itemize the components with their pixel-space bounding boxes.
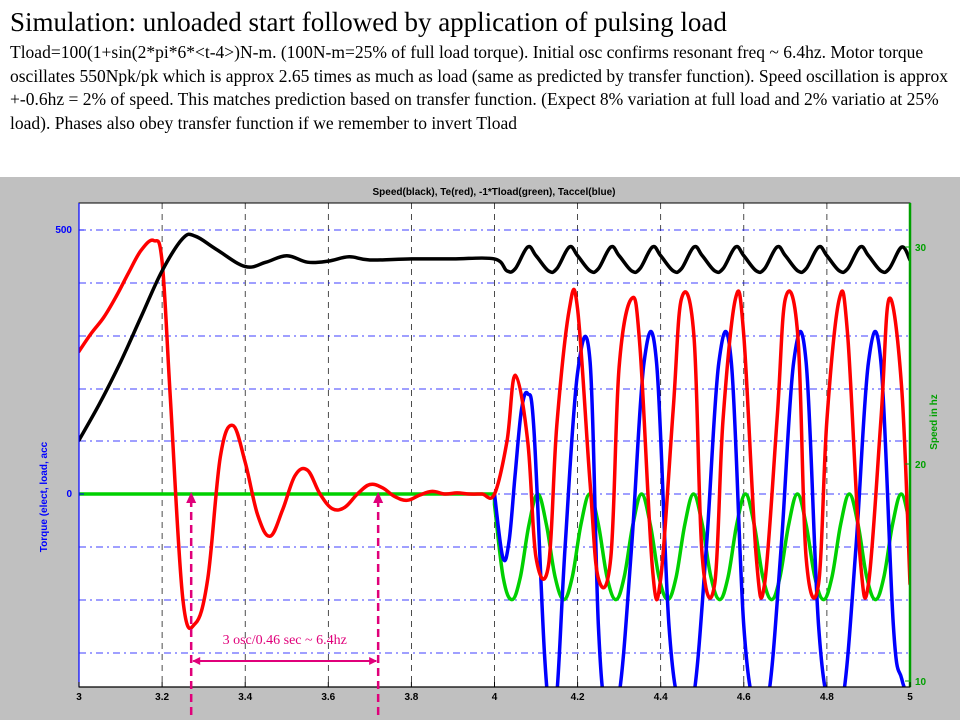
- annotation: 3 osc/0.46 sec ~ 6.4hz: [186, 492, 384, 720]
- left-tick-label: 0: [66, 489, 72, 500]
- annotation-arrowhead-end: [373, 492, 384, 503]
- series-speed-line: [79, 232, 910, 442]
- series-te-line: [79, 238, 910, 630]
- axes: 3 3.2 3.4 3.6 3.8 4 4.2 4.4 4.6 4.8 5 500 0 30 20 10: [55, 203, 927, 703]
- annotation-arrowhead-start: [186, 492, 197, 503]
- left-tick-label: 500: [55, 225, 72, 236]
- slide-title: Simulation: unloaded start followed by a…: [10, 7, 727, 37]
- x-tick-label: 5: [907, 692, 913, 703]
- plot-panel: 3 3.2 3.4 3.6 3.8 4 4.2 4.4 4.6 4.8 5 500 0 30 20 10 3 …: [0, 177, 960, 720]
- annotation-span-arrow-right: [369, 657, 378, 665]
- x-tick-label: 4.8: [820, 692, 834, 703]
- x-tick-label: 4.6: [737, 692, 751, 703]
- x-tick-label: 3.4: [238, 692, 252, 703]
- x-tick-label: 4: [492, 692, 498, 703]
- right-tick-label: 10: [915, 677, 927, 688]
- y-axis-label-right: Speed in hz: [929, 394, 940, 450]
- annotation-label: 3 osc/0.46 sec ~ 6.4hz: [223, 633, 347, 648]
- annotation-span-arrow-left: [192, 657, 201, 665]
- chart-title: Speed(black), Te(red), -1*Tload(green), …: [372, 187, 615, 198]
- slide-notes: Tload=100(1+sin(2*pi*6*<t-4>)N-m. (100N-…: [10, 42, 948, 133]
- y-axis-label-left: Torque (elect, load, acc: [39, 441, 50, 552]
- chart-svg: 3 3.2 3.4 3.6 3.8 4 4.2 4.4 4.6 4.8 5 500 0 30 20 10 3 …: [39, 187, 940, 720]
- x-tick-label: 3: [76, 692, 82, 703]
- x-tick-label: 3.8: [404, 692, 418, 703]
- right-tick-label: 30: [915, 243, 927, 254]
- x-tick-label: 3.6: [321, 692, 335, 703]
- x-tick-label: 3.2: [155, 692, 169, 703]
- x-tick-label: 4.4: [654, 692, 668, 703]
- series-layer: [79, 232, 910, 687]
- x-tick-label: 4.2: [571, 692, 585, 703]
- right-tick-label: 20: [915, 460, 927, 471]
